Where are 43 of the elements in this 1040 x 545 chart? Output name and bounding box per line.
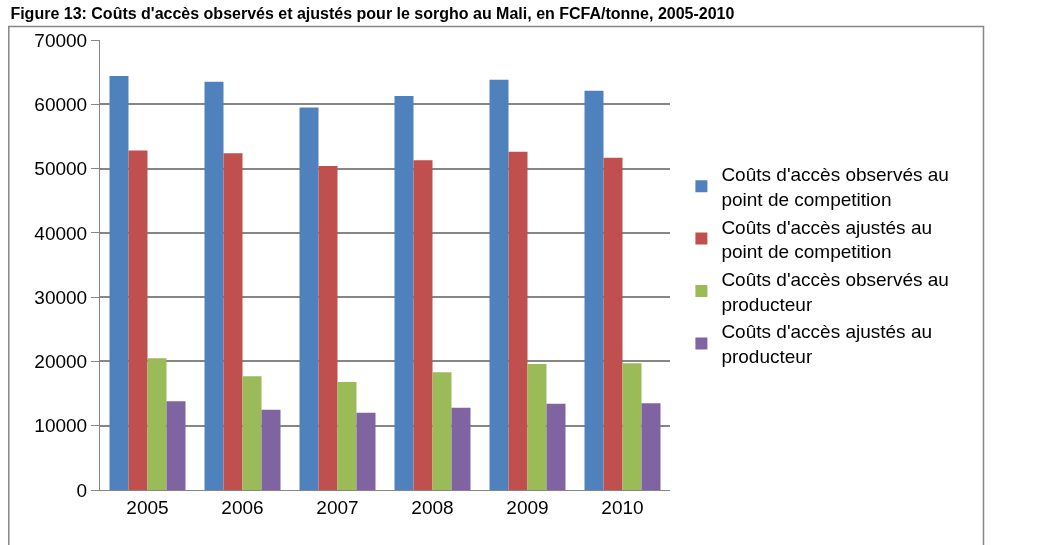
- bar: [432, 372, 452, 490]
- legend-label: Coûts d'accès observés au producteur: [721, 269, 949, 315]
- bar: [261, 409, 281, 490]
- x-tick-label: 2009: [506, 496, 549, 518]
- bar: [451, 407, 471, 490]
- bar: [413, 160, 433, 490]
- bar: [223, 153, 243, 490]
- x-tick-label: 2008: [411, 496, 454, 518]
- x-tick-label: 2005: [126, 496, 169, 518]
- y-tick-label: 30000: [34, 286, 88, 308]
- y-tick-label: 0: [76, 479, 88, 501]
- legend-label: Coûts d'accès observés au point de competition: [721, 164, 949, 210]
- x-tick-label: 2007: [316, 496, 359, 518]
- bar: [109, 76, 129, 490]
- bar: [546, 403, 566, 490]
- bar: [318, 166, 338, 490]
- bar: [603, 157, 623, 490]
- legend-label: Coûts d'accès ajustés au producteur: [721, 321, 933, 368]
- y-tick-label: 10000: [34, 415, 88, 437]
- bar: [242, 376, 262, 490]
- bar: [622, 363, 642, 490]
- bar: [527, 364, 547, 490]
- legend-label: Coûts d'accès ajustés au point de competition: [721, 216, 933, 263]
- bar: [394, 95, 414, 490]
- y-tick-label: 40000: [34, 222, 88, 244]
- bar: [204, 81, 224, 490]
- bar: [299, 107, 319, 490]
- bar: [489, 79, 509, 490]
- bar: [356, 412, 376, 490]
- bar: [128, 150, 148, 490]
- y-tick-label: 60000: [34, 93, 88, 115]
- x-tick-label: 2006: [221, 496, 264, 518]
- chart-title: Figure 13: Coûts d'accès observés et ajustés pour le sorgho au Mali, en FCFA/tonne, 2005-2010: [10, 5, 735, 23]
- bar: [166, 401, 186, 490]
- y-tick-label: 50000: [34, 158, 88, 180]
- bar: [584, 90, 604, 490]
- y-tick-label: 70000: [34, 29, 88, 51]
- x-tick-label: 2010: [601, 496, 644, 518]
- bar: [337, 382, 357, 490]
- bar: [641, 403, 661, 490]
- y-tick-label: 20000: [34, 351, 88, 373]
- bar: [147, 358, 167, 490]
- bar: [508, 151, 528, 490]
